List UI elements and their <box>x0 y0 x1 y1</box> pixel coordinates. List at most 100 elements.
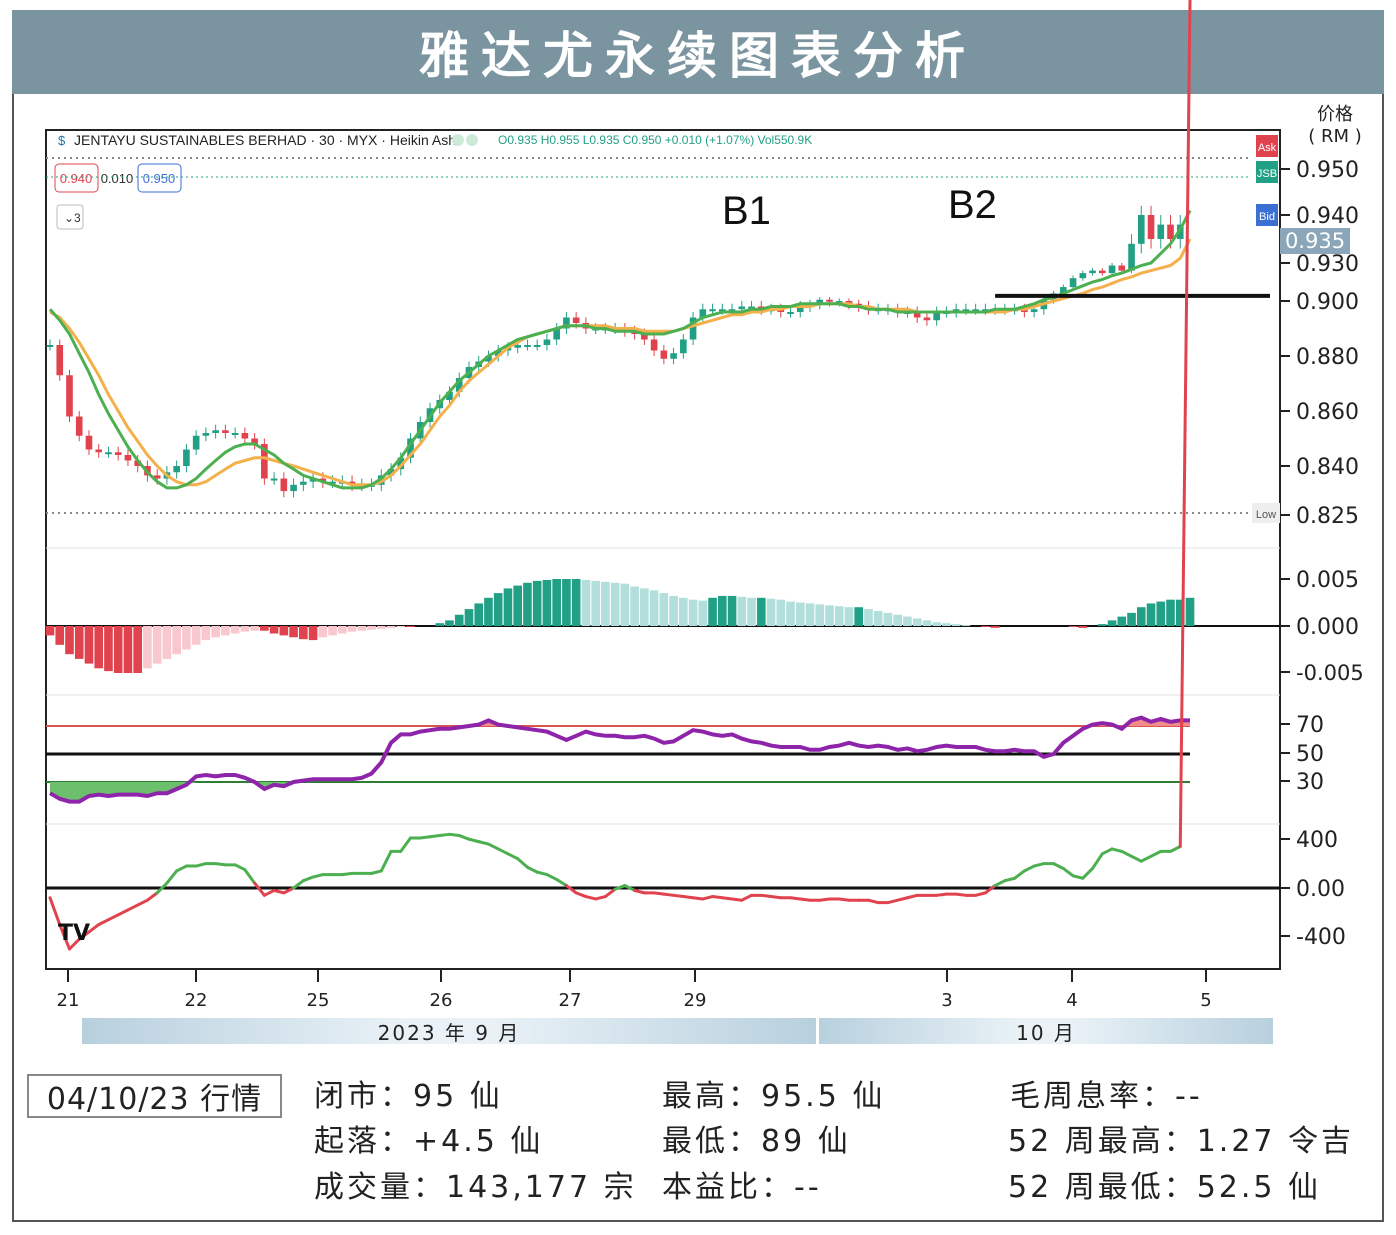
candle-body <box>972 309 979 312</box>
macd-bar <box>474 603 484 626</box>
macd-bar <box>464 609 474 626</box>
stat-52w-low: 52 周最低：52.5 仙 <box>1008 1170 1322 1205</box>
osc-segment <box>1013 869 1026 880</box>
candle-body <box>173 466 180 473</box>
osc-segment <box>1091 852 1104 870</box>
macd-bar <box>756 597 766 626</box>
stat-dividend-yield: 毛周息率：-- <box>1010 1079 1203 1114</box>
osc-segment <box>525 865 539 874</box>
candle-body <box>543 339 551 345</box>
candle-body <box>134 460 142 466</box>
osc-segment <box>769 895 783 900</box>
macd-bar <box>45 626 55 636</box>
osc-segment <box>652 891 666 896</box>
osc-segment <box>1139 854 1153 863</box>
candle-body <box>280 478 288 492</box>
osc-segment <box>759 893 773 899</box>
macd-bar <box>601 581 610 626</box>
candle-body <box>309 478 317 482</box>
price-tick-label: 0.860 <box>1296 400 1359 425</box>
bid-value: 0.940 <box>60 171 93 186</box>
spread-value: 0.010 <box>101 171 134 186</box>
osc-segment <box>340 871 354 877</box>
candle-body <box>728 309 736 312</box>
macd-bar <box>328 626 337 636</box>
ask-box[interactable] <box>137 163 182 193</box>
macd-bar <box>747 597 756 626</box>
osc-segment <box>194 862 208 868</box>
macd-bar <box>795 602 805 626</box>
candle-body <box>826 299 833 302</box>
osc-segment <box>681 895 695 900</box>
osc-segment <box>818 897 831 902</box>
osc-segment <box>730 897 744 902</box>
x-tick-label: 25 <box>307 990 330 1011</box>
osc-segment <box>155 881 169 895</box>
stat-change: 起落：+4.5 仙 <box>314 1124 544 1159</box>
x-tick-label: 26 <box>430 990 453 1011</box>
stat-close: 闭市：95 仙 <box>314 1079 503 1114</box>
osc-segment <box>438 832 451 838</box>
macd-bar <box>279 626 289 636</box>
x-tick-label: 3 <box>941 990 952 1011</box>
osc-segment <box>126 903 140 912</box>
osc-segment <box>175 864 188 873</box>
osc-segment <box>740 893 754 902</box>
candle-body <box>446 391 453 400</box>
macd-bar <box>1107 620 1117 626</box>
candle-body <box>1147 215 1155 239</box>
macd-bar <box>289 626 298 638</box>
macd-bar <box>1146 603 1156 626</box>
macd-bar <box>162 626 172 659</box>
candle-body <box>329 481 336 484</box>
macd-bar <box>942 623 951 626</box>
macd-bar <box>737 596 747 626</box>
macd-bar <box>201 626 211 641</box>
macd-bar <box>260 626 269 631</box>
x-tick-label: 27 <box>559 990 582 1011</box>
indicators-toggle[interactable] <box>56 204 84 230</box>
macd-bar <box>513 585 523 626</box>
osc-segment <box>623 884 637 892</box>
osc-segment <box>253 881 266 897</box>
osc-segment <box>506 852 520 861</box>
macd-bar <box>367 626 376 630</box>
candle-body <box>689 317 697 340</box>
bid-box[interactable] <box>54 163 99 193</box>
price-tick-label: 0.950 <box>1296 158 1359 183</box>
osc-segment <box>379 849 393 873</box>
osc-segment <box>516 857 529 869</box>
osc-segment <box>447 832 461 838</box>
candle-body <box>514 345 522 348</box>
macd-bar <box>250 626 259 631</box>
candle-body <box>670 353 677 359</box>
candle-body <box>241 433 249 439</box>
macd-bar <box>65 626 74 655</box>
osc-segment <box>1003 876 1017 883</box>
jsb-tag-label: JSB <box>1257 168 1277 180</box>
osc-segment <box>233 863 247 872</box>
osc-segment <box>1169 845 1182 853</box>
macd-bar <box>766 598 776 626</box>
macd-bar <box>717 595 727 626</box>
osc-segment <box>262 888 276 897</box>
candle-body <box>680 339 687 354</box>
osc-segment <box>1032 862 1046 868</box>
candle-body <box>485 356 492 362</box>
candle-body <box>1098 270 1106 274</box>
macd-bar <box>133 626 143 673</box>
x-tick-label: 22 <box>185 990 208 1011</box>
macd-bar <box>143 626 152 669</box>
osc-tick-label: -400 <box>1296 925 1346 950</box>
quote-date: 04/10/23 行情 <box>46 1082 263 1117</box>
macd-bar <box>961 625 971 627</box>
month-label-oct: 10 月 <box>1016 1020 1076 1045</box>
macd-bar <box>1097 624 1107 626</box>
macd-bar <box>620 583 630 626</box>
macd-bar <box>376 626 386 629</box>
candle-body <box>124 455 132 461</box>
rsi-pane <box>46 715 1190 804</box>
bid-tag <box>1256 204 1278 226</box>
macd-bar <box>386 626 396 628</box>
symbol-line: JENTAYU SUSTAINABLES BERHAD · 30 · MYX ·… <box>74 132 459 148</box>
